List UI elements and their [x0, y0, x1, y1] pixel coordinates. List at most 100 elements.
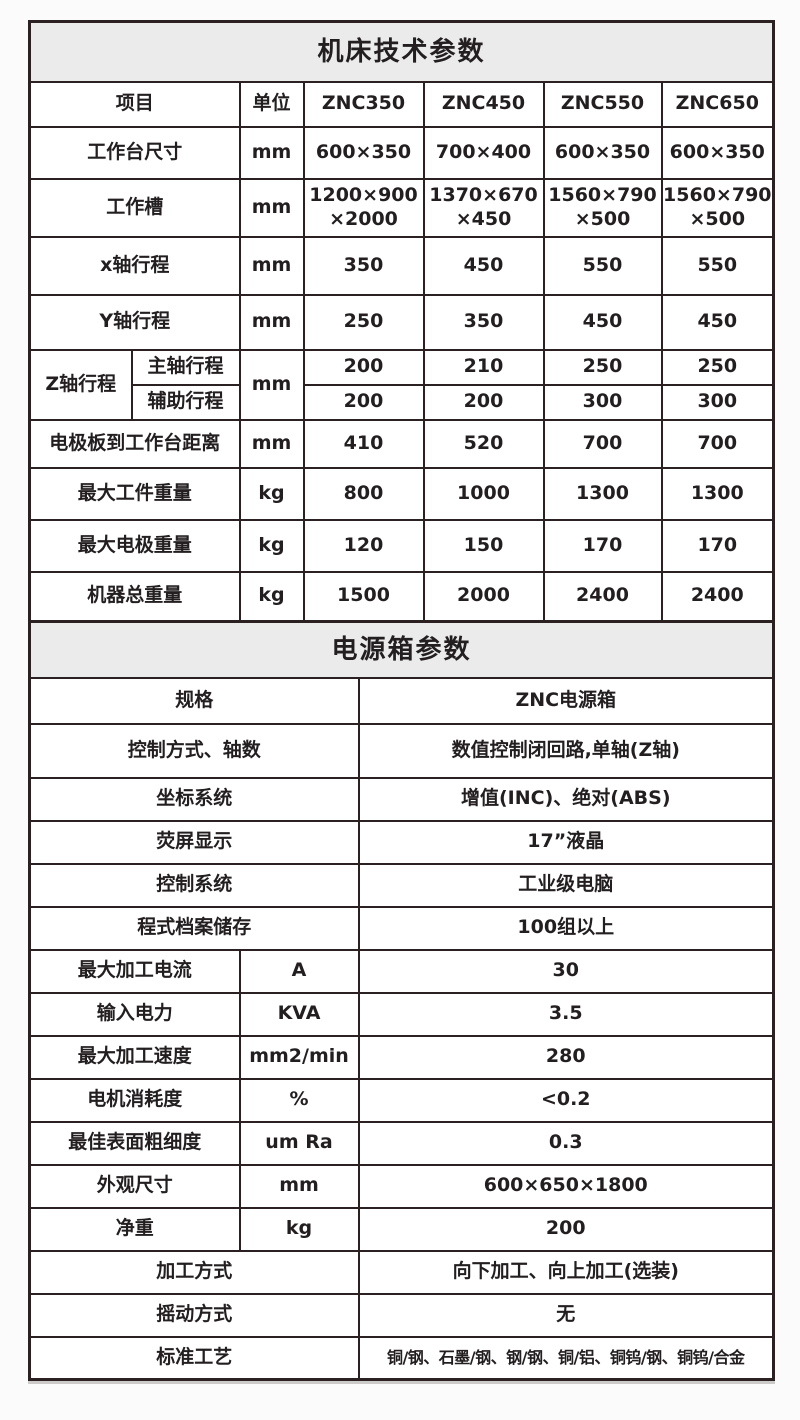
spec-value-cell: 800: [302, 466, 425, 521]
power-row: 加工方式 向下加工、向上加工(选装): [28, 1249, 775, 1295]
header-unit: 单位: [238, 80, 305, 128]
spec-value-cell: 1370×670 ×450: [422, 177, 545, 238]
spec-value-cell: 170: [660, 518, 775, 573]
spec-value-cell: 700: [542, 418, 663, 469]
power-label: 程式档案储存: [28, 905, 360, 951]
spec-unit: mm: [238, 177, 305, 238]
power-value: ZNC电源箱: [357, 676, 775, 725]
power-label: 最大加工电流: [28, 948, 241, 994]
spec-label: 工作台尺寸: [28, 125, 241, 180]
power-title-row: 电源箱参数: [28, 620, 775, 679]
spec-unit: mm: [238, 235, 305, 296]
power-row: 最大加工电流 A 30: [28, 948, 775, 994]
power-label: 坐标系统: [28, 776, 360, 822]
header-model: ZNC550: [542, 80, 663, 128]
power-value: 280: [357, 1034, 775, 1080]
spec-value-cell: 200: [302, 383, 425, 421]
power-specs-body: 电源箱参数 规格 ZNC电源箱 控制方式、轴数 数值控制闭回路,单轴(Z轴) 坐…: [28, 620, 775, 1381]
spec-unit: kg: [238, 570, 305, 623]
power-label: 净重: [28, 1206, 241, 1252]
spec-value-cell: 350: [302, 235, 425, 296]
spec-unit: kg: [238, 518, 305, 573]
spec-value-cell: 600×350: [542, 125, 663, 180]
power-label: 外观尺寸: [28, 1163, 241, 1209]
spec-value-cell: 1200×900 ×2000: [302, 177, 425, 238]
z-axis-unit: mm: [238, 348, 305, 421]
spec-row: 最大电极重量 kg 120 150 170 170: [28, 518, 775, 573]
power-table-title: 电源箱参数: [28, 620, 775, 679]
spec-row: 最大工件重量 kg 800 1000 1300 1300: [28, 466, 775, 521]
spec-value-cell: 450: [660, 293, 775, 351]
spec-value-cell: 150: [422, 518, 545, 573]
power-label: 规格: [28, 676, 360, 725]
power-label: 最大加工速度: [28, 1034, 241, 1080]
spec-unit: kg: [238, 466, 305, 521]
power-row: 最大加工速度 mm2/min 280: [28, 1034, 775, 1080]
power-unit: KVA: [238, 991, 360, 1037]
column-header-row: 项目 单位 ZNC350 ZNC450 ZNC550 ZNC650: [28, 80, 775, 128]
machine-specs-body: 机床技术参数 项目 单位 ZNC350 ZNC450 ZNC550 ZNC650 工作台…: [28, 20, 775, 623]
power-value: 无: [357, 1292, 775, 1338]
power-value: 200: [357, 1206, 775, 1252]
power-unit: kg: [238, 1206, 360, 1252]
power-label: 电机消耗度: [28, 1077, 241, 1123]
power-value: 3.5: [357, 991, 775, 1037]
power-label: 控制方式、轴数: [28, 722, 360, 779]
spec-value-cell: 450: [542, 293, 663, 351]
spec-value-cell: 520: [422, 418, 545, 469]
spec-row: Y轴行程 mm 250 350 450 450: [28, 293, 775, 351]
spec-label: 最大工件重量: [28, 466, 241, 521]
spec-value-cell: 200: [422, 383, 545, 421]
spec-label: 电极板到工作台距离: [28, 418, 241, 469]
spec-value-cell: 700×400: [422, 125, 545, 180]
spec-value-cell: 1000: [422, 466, 545, 521]
spec-value-cell: 200: [302, 348, 425, 386]
spec-value-cell: 350: [422, 293, 545, 351]
power-row: 控制方式、轴数 数值控制闭回路,单轴(Z轴): [28, 722, 775, 779]
spec-value-cell: 2400: [542, 570, 663, 623]
spec-label: 工作槽: [28, 177, 241, 238]
spec-unit: mm: [238, 125, 305, 180]
spec-label: 机器总重量: [28, 570, 241, 623]
header-model: ZNC450: [422, 80, 545, 128]
spec-value-cell: 1300: [660, 466, 775, 521]
spec-unit: mm: [238, 418, 305, 469]
machine-specs-table: 机床技术参数 项目 单位 ZNC350 ZNC450 ZNC550 ZNC650 工作台…: [28, 20, 776, 623]
spec-value-cell: 250: [302, 293, 425, 351]
spec-value-cell: 170: [542, 518, 663, 573]
spec-value-cell: 1500: [302, 570, 425, 623]
power-value: 600×650×1800: [357, 1163, 775, 1209]
spec-value-cell: 250: [660, 348, 775, 386]
spec-value-cell: 700: [660, 418, 775, 469]
power-row: 摇动方式 无: [28, 1292, 775, 1338]
power-label: 最佳表面粗细度: [28, 1120, 241, 1166]
power-row: 规格 ZNC电源箱: [28, 676, 775, 725]
power-row: 坐标系统 增值(INC)、绝对(ABS): [28, 776, 775, 822]
spec-value-cell: 300: [660, 383, 775, 421]
spec-label: 最大电极重量: [28, 518, 241, 573]
power-label: 荧屏显示: [28, 819, 360, 865]
power-label: 输入电力: [28, 991, 241, 1037]
z-axis-sub-label: 辅助行程: [130, 383, 241, 421]
power-unit: mm2/min: [238, 1034, 360, 1080]
power-value: <0.2: [357, 1077, 775, 1123]
spec-value-cell: 300: [542, 383, 663, 421]
power-row: 输入电力 KVA 3.5: [28, 991, 775, 1037]
power-unit: um Ra: [238, 1120, 360, 1166]
spec-row: 工作台尺寸 mm 600×350 700×400 600×350 600×350: [28, 125, 775, 180]
power-specs-table: 电源箱参数 规格 ZNC电源箱 控制方式、轴数 数值控制闭回路,单轴(Z轴) 坐…: [28, 620, 775, 1381]
power-label: 摇动方式: [28, 1292, 360, 1338]
spec-row: 电极板到工作台距离 mm 410 520 700 700: [28, 418, 775, 469]
power-value: 0.3: [357, 1120, 775, 1166]
power-label: 控制系统: [28, 862, 360, 908]
power-label: 加工方式: [28, 1249, 360, 1295]
z-axis-sub-label: 主轴行程: [130, 348, 241, 386]
power-unit: %: [238, 1077, 360, 1123]
z-axis-label: Z轴行程: [28, 348, 133, 421]
spec-value-cell: 410: [302, 418, 425, 469]
z-axis-aux-row: 辅助行程 200 200 300 300: [30, 383, 775, 421]
spec-value-cell: 1300: [542, 466, 663, 521]
z-axis-main-row: Z轴行程 主轴行程 mm 200 210 250 250: [28, 348, 775, 421]
power-row: 外观尺寸 mm 600×650×1800: [28, 1163, 775, 1209]
